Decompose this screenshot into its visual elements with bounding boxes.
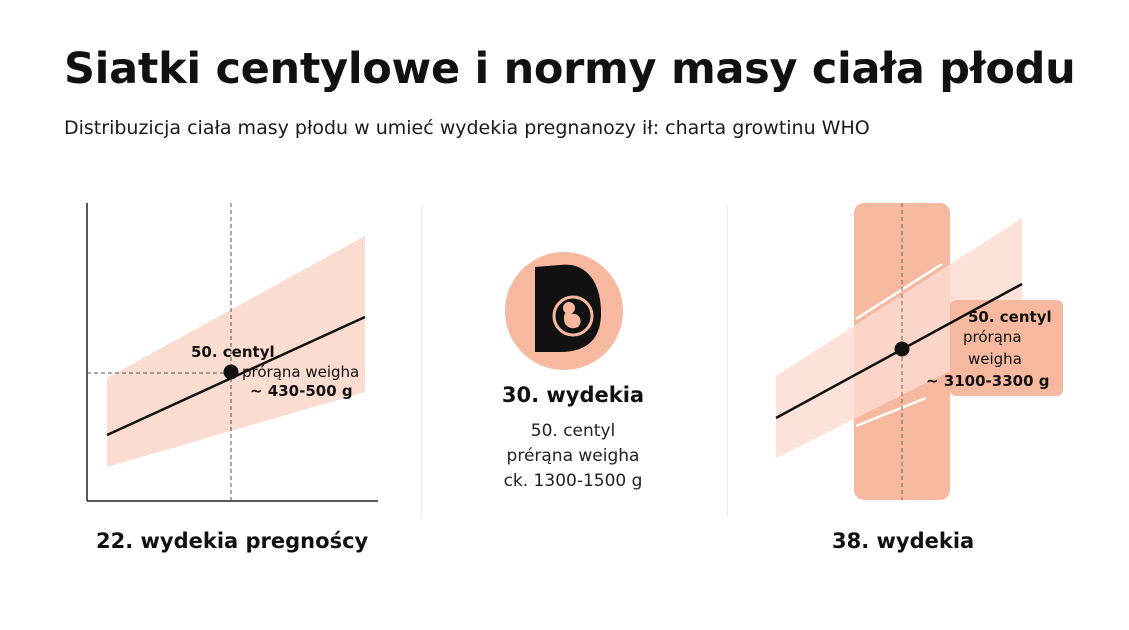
- panel-divider-left: [421, 205, 422, 517]
- right-weight-value: ~ 3100-3300 g: [926, 372, 1050, 390]
- panel-divider-right: [727, 205, 728, 517]
- left-weight-label: prórąna weigha: [242, 363, 360, 381]
- middle-weight-value: ck. 1300-1500 g: [503, 471, 643, 491]
- right-lower-band-edge: [855, 396, 927, 428]
- left-marker-dot: [223, 364, 239, 380]
- right-week-caption: 38. wydekia: [832, 529, 975, 553]
- right-label-box: [950, 300, 1063, 396]
- right-centile-label: 50. centyl: [968, 308, 1052, 326]
- right-centile-band: [776, 218, 1022, 458]
- left-centile-label: 50. centyl: [191, 343, 275, 361]
- page-title: Siatki centylowe i normy masy ciała płod…: [64, 44, 1076, 94]
- middle-centile: 50. centyl: [530, 421, 616, 441]
- right-chart: [775, 203, 1063, 500]
- pregnant-belly-fetus-icon: [505, 252, 623, 370]
- left-week-caption: 22. wydekia pregnoścy: [96, 529, 369, 553]
- right-weight-label-2: weigha: [968, 350, 1022, 368]
- left-chart: [86, 203, 378, 502]
- right-weight-label-1: prórąna: [963, 328, 1022, 346]
- middle-week-title: 30. wydekia: [501, 383, 645, 407]
- middle-weight-label: prérąna weigha: [506, 446, 640, 466]
- page-subtitle: Distribuzicja ciała masy płodu w umieć w…: [64, 117, 870, 139]
- left-centile-band: [107, 236, 365, 467]
- left-weight-value: ~ 430-500 g: [250, 382, 353, 400]
- right-upper-band-edge: [855, 262, 943, 321]
- right-marker-dot: [894, 341, 910, 357]
